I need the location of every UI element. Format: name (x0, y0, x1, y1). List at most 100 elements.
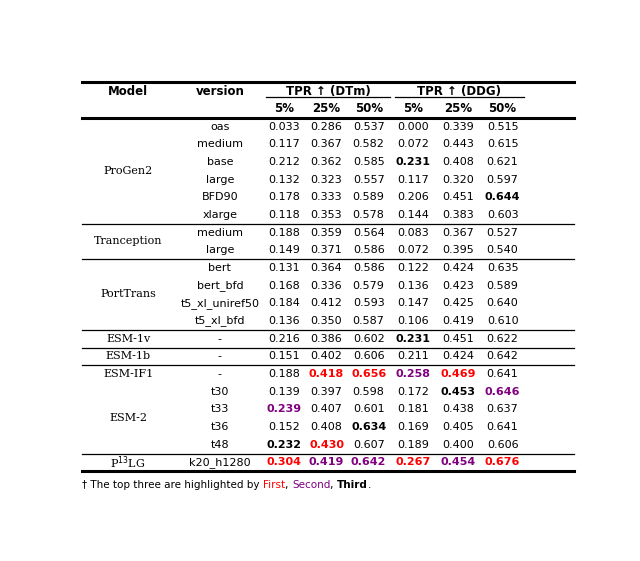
Text: 0.383: 0.383 (442, 210, 474, 220)
Text: Second: Second (292, 480, 330, 490)
Text: 0.339: 0.339 (442, 122, 474, 132)
Text: Third: Third (337, 480, 368, 490)
Text: 5%: 5% (275, 103, 294, 116)
Text: ProGen2: ProGen2 (104, 166, 153, 176)
Text: t36: t36 (211, 422, 229, 432)
Text: 0.586: 0.586 (353, 245, 385, 255)
Text: 50%: 50% (355, 103, 383, 116)
Text: 0.132: 0.132 (268, 174, 300, 185)
Text: First: First (263, 480, 285, 490)
Text: 0.589: 0.589 (486, 280, 518, 291)
Text: -: - (218, 351, 222, 361)
Text: 0.118: 0.118 (268, 210, 300, 220)
Text: t5_xl_bfd: t5_xl_bfd (195, 315, 245, 327)
Text: 0.644: 0.644 (485, 192, 520, 203)
Text: 25%: 25% (444, 103, 472, 116)
Text: 0.515: 0.515 (487, 122, 518, 132)
Text: xlarge: xlarge (202, 210, 237, 220)
Text: 0.333: 0.333 (310, 192, 342, 203)
Text: 0.151: 0.151 (269, 351, 300, 361)
Text: 0.364: 0.364 (310, 263, 342, 273)
Text: 0.152: 0.152 (268, 422, 300, 432)
Text: base: base (207, 157, 233, 167)
Text: .: . (368, 480, 371, 490)
Text: 0.400: 0.400 (442, 440, 474, 450)
Text: Tranception: Tranception (94, 237, 163, 246)
Text: t5_xl_uniref50: t5_xl_uniref50 (180, 298, 259, 309)
Text: 0.593: 0.593 (353, 298, 385, 309)
Text: 0.216: 0.216 (268, 334, 300, 344)
Text: k20_h1280: k20_h1280 (189, 457, 251, 468)
Text: 0.621: 0.621 (486, 157, 518, 167)
Text: 0.424: 0.424 (442, 263, 474, 273)
Text: 0.610: 0.610 (487, 316, 518, 326)
Text: 0.371: 0.371 (310, 245, 342, 255)
Text: TPR ↑ (DTm): TPR ↑ (DTm) (285, 85, 371, 98)
Text: 0.122: 0.122 (397, 263, 429, 273)
Text: 0.586: 0.586 (353, 263, 385, 273)
Text: 0.258: 0.258 (396, 369, 431, 379)
Text: ESM-1b: ESM-1b (106, 351, 150, 361)
Text: version: version (195, 85, 244, 98)
Text: ESM-IF1: ESM-IF1 (103, 369, 153, 379)
Text: 0.597: 0.597 (486, 174, 518, 185)
Text: ESM-1v: ESM-1v (106, 334, 150, 344)
Text: ESM-2: ESM-2 (109, 413, 147, 423)
Text: 0.083: 0.083 (397, 228, 429, 238)
Text: 0.286: 0.286 (310, 122, 342, 132)
Text: 0.106: 0.106 (397, 316, 429, 326)
Text: 0.405: 0.405 (442, 422, 474, 432)
Text: 0.367: 0.367 (442, 228, 474, 238)
Text: 0.072: 0.072 (397, 245, 429, 255)
Text: bert_bfd: bert_bfd (196, 280, 243, 291)
Text: 0.603: 0.603 (487, 210, 518, 220)
Text: -: - (218, 334, 222, 344)
Text: 0.359: 0.359 (310, 228, 342, 238)
Text: 0.451: 0.451 (442, 192, 474, 203)
Text: 0.423: 0.423 (442, 280, 474, 291)
Text: 0.418: 0.418 (309, 369, 344, 379)
Text: -: - (218, 369, 222, 379)
Text: 0.540: 0.540 (486, 245, 518, 255)
Text: 0.232: 0.232 (267, 440, 302, 450)
Text: 0.637: 0.637 (486, 404, 518, 415)
Text: 0.000: 0.000 (397, 122, 429, 132)
Text: 0.425: 0.425 (442, 298, 474, 309)
Text: 0.144: 0.144 (397, 210, 429, 220)
Text: TPR ↑ (DDG): TPR ↑ (DDG) (417, 85, 502, 98)
Text: 0.407: 0.407 (310, 404, 342, 415)
Text: 0.136: 0.136 (269, 316, 300, 326)
Text: 0.642: 0.642 (351, 457, 387, 467)
Text: 0.336: 0.336 (310, 280, 342, 291)
Text: 0.181: 0.181 (397, 404, 429, 415)
Text: 0.443: 0.443 (442, 139, 474, 149)
Text: 0.323: 0.323 (310, 174, 342, 185)
Text: 0.640: 0.640 (486, 298, 518, 309)
Text: 0.231: 0.231 (396, 334, 431, 344)
Text: 0.072: 0.072 (397, 139, 429, 149)
Text: 0.578: 0.578 (353, 210, 385, 220)
Text: 0.350: 0.350 (310, 316, 342, 326)
Text: 0.412: 0.412 (310, 298, 342, 309)
Text: 0.117: 0.117 (268, 139, 300, 149)
Text: 0.408: 0.408 (442, 157, 474, 167)
Text: 0.397: 0.397 (310, 387, 342, 397)
Text: 0.033: 0.033 (269, 122, 300, 132)
Text: 0.402: 0.402 (310, 351, 342, 361)
Text: 0.136: 0.136 (397, 280, 429, 291)
Text: 0.656: 0.656 (351, 369, 387, 379)
Text: 0.589: 0.589 (353, 192, 385, 203)
Text: oas: oas (210, 122, 230, 132)
Text: 0.615: 0.615 (487, 139, 518, 149)
Text: 0.469: 0.469 (440, 369, 476, 379)
Text: 25%: 25% (312, 103, 340, 116)
Text: 0.188: 0.188 (268, 369, 300, 379)
Text: ,: , (285, 480, 292, 490)
Text: 0.304: 0.304 (267, 457, 302, 467)
Text: 0.419: 0.419 (442, 316, 474, 326)
Text: 0.622: 0.622 (486, 334, 518, 344)
Text: 0.408: 0.408 (310, 422, 342, 432)
Text: 0.239: 0.239 (267, 404, 302, 415)
Text: † The top three are highlighted by: † The top three are highlighted by (83, 480, 263, 490)
Text: large: large (205, 245, 234, 255)
